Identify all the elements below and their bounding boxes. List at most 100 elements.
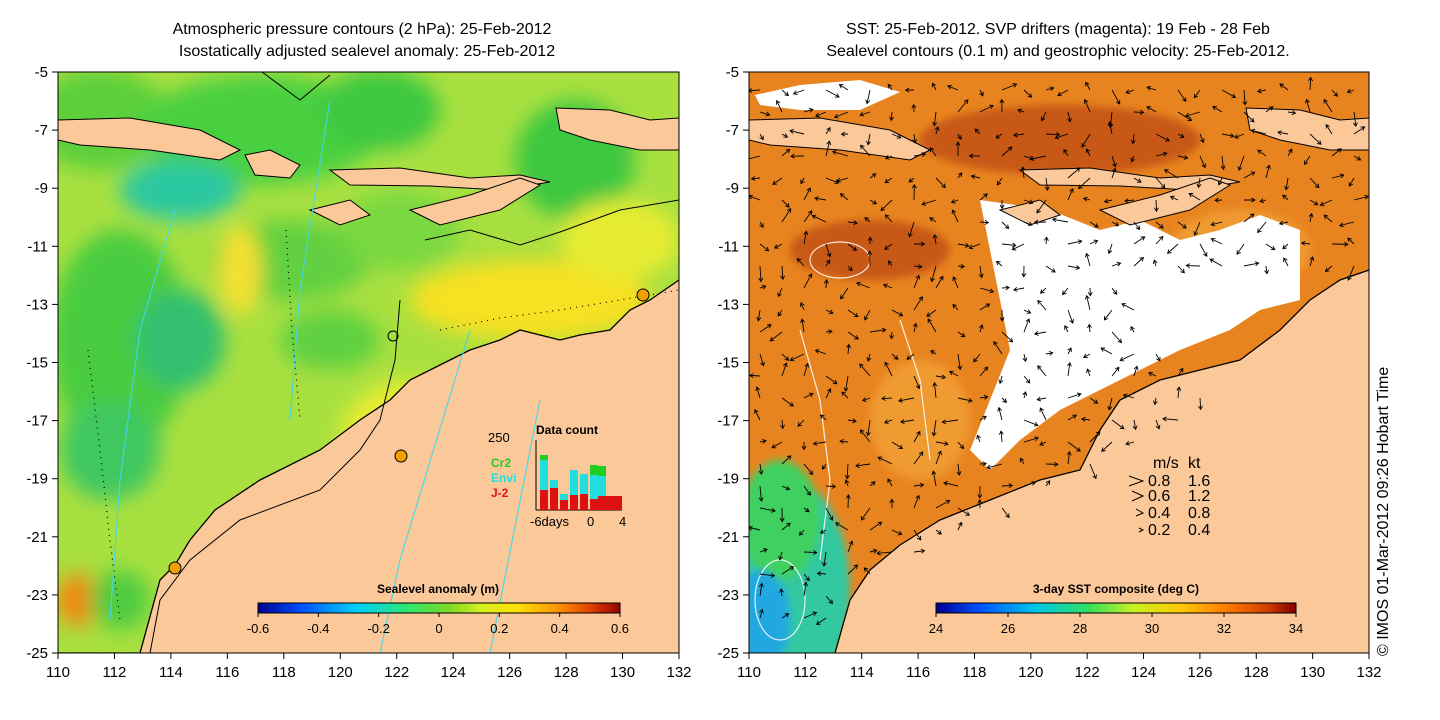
velocity-arrow [831,150,849,157]
velocity-legend: m/s kt 0.8 1.6 0.6 1.2 0.4 0.8 0.2 0.4 [1128,455,1210,539]
velocity-arrow [846,343,851,355]
velocity-arrow [913,241,926,247]
right-ytick-label: -9 [726,180,739,197]
velocity-arrow [759,507,776,513]
velocity-arrow [1331,148,1342,157]
velocity-arrow [1331,241,1349,247]
inset-bar [598,476,606,496]
velocity-arrow [1125,89,1135,95]
left-xtick-label: 122 [384,664,409,681]
velocity-arrow [1067,392,1082,399]
velocity-arrow [957,242,970,248]
velocity-arrow [1043,236,1049,245]
velocity-arrow [935,441,949,446]
velocity-arrow [825,484,837,489]
velocity-arrow [1022,391,1028,399]
velocity-arrow [913,375,921,390]
velocity-arrow [825,309,834,315]
altimeter-tracks [109,99,541,653]
sst-colorbar-tick-label: 32 [1217,621,1231,636]
right-xtick-label: 130 [1300,664,1325,681]
right-xtick-label: 120 [1018,664,1043,681]
left-ytick-label: -13 [26,296,48,313]
velocity-arrow [1067,111,1072,123]
velocity-arrow [797,419,805,427]
velocity-arrow [1001,242,1017,248]
velocity-arrow [1087,323,1092,333]
sla-colorbar-label: Sealevel anomaly (m) [377,582,499,596]
velocity-arrow [1237,155,1245,171]
velocity-arrow [1111,366,1120,377]
velocity-arrow [934,126,940,135]
velocity-arrow [803,581,808,597]
velocity-arrow [977,485,983,499]
left-ytick-label: -17 [26,413,48,430]
velocity-arrow [844,479,850,487]
velocity-arrow [781,455,792,465]
velocity-arrow [864,309,871,321]
velocity-arrow [1001,221,1010,230]
velocity-arrow [976,434,981,443]
velocity-arrow [1045,480,1051,487]
velocity-arrow [913,451,924,465]
velocity-arrow [840,287,849,300]
velocity-arrow [979,104,994,113]
velocity-arrow [843,375,849,392]
velocity-arrow [1146,85,1157,91]
velocity-arrow [978,265,984,279]
velocity-arrow [1033,219,1047,225]
left-xtick-label: 120 [328,664,353,681]
velocity-arrow [1044,177,1050,192]
velocity-arrow [1243,197,1256,203]
velocity-arrow [1045,350,1054,356]
velocity-legend-arrow [1138,527,1145,533]
velocity-arrow [838,84,849,91]
velocity-arrow [869,521,883,531]
sst-colorbar-label: 3-day SST composite (deg C) [1033,582,1199,596]
velocity-arrow [1352,111,1358,128]
velocity-arrow [1146,106,1157,113]
velocity-arrow [1265,243,1276,251]
velocity-arrow [1067,167,1081,179]
velocity-arrow [1323,214,1333,223]
velocity-arrow [979,89,984,97]
velocity-arrow [1155,419,1161,430]
velocity-arrow [1210,237,1223,245]
velocity-arrow [863,567,871,575]
velocity-arrow [1212,105,1223,113]
velocity-arrow [1148,371,1157,377]
velocity-arrow [759,608,764,619]
sst-colorbar-tick-label: 30 [1145,621,1159,636]
velocity-arrow [1084,294,1091,311]
velocity-arrow [911,103,917,113]
velocity-arrow [864,217,871,223]
velocity-arrow [859,144,871,157]
sst-colorbar-tick-label: 34 [1289,621,1303,636]
velocity-arrow [780,419,785,430]
inset-bar [580,474,588,494]
right-ytick-label: -7 [726,122,739,139]
velocity-arrow [996,177,1003,186]
velocity-arrow [759,284,767,290]
velocity-arrow [999,98,1005,113]
velocity-arrow [1193,89,1201,99]
inset-xlabel-start: -6days [530,514,570,529]
velocity-legend-arrow [1131,490,1145,502]
velocity-arrow [999,309,1005,322]
velocity-arrow [847,418,857,424]
velocity-arrow [995,133,1003,139]
velocity-arrow [803,210,813,223]
cloud-mask [970,200,1300,470]
velocity-arrow [1067,441,1081,452]
velocity-arrow [1283,257,1289,267]
velocity-arrow [841,391,849,399]
left-ytick-label: -5 [35,64,48,81]
velocity-arrow [926,309,937,317]
velocity-arrow [889,331,895,340]
right-ytick-label: -23 [717,587,739,604]
velocity-arrow [825,140,832,157]
right-xtick-label: 112 [793,664,817,681]
velocity-arrow [1066,361,1072,377]
velocity-arrow [998,430,1004,443]
velocity-arrow [1199,243,1208,257]
